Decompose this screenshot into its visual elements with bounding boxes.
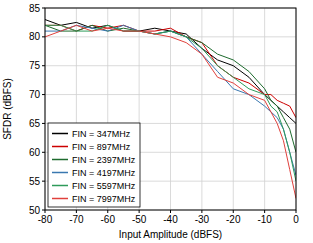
plot-frame [45,8,296,210]
tick-label: 85 [29,3,41,14]
tick-label: 80 [29,31,41,42]
grid-line [264,8,265,210]
legend-label: FIN = 347MHz [72,129,131,139]
grid-line [233,8,234,210]
grid-line [201,8,202,210]
series-line [45,25,296,198]
tick-label: -70 [69,214,84,225]
legend-swatch [52,146,68,148]
legend-label: FIN = 7997MHz [72,194,136,204]
series-line [45,25,296,181]
tick-label: -80 [38,214,53,225]
series-line [45,20,296,124]
legend-label: FIN = 5597MHz [72,181,136,191]
tick-label: -50 [132,214,147,225]
x-axis-label: Input Amplitude (dBFS) [119,229,222,240]
legend-swatch [52,172,68,174]
legend-swatch [52,133,68,135]
y-axis-label: SFDR (dBFS) [2,78,13,140]
tick-label: 75 [29,60,41,71]
legend-box [48,123,140,207]
legend-label: FIN = 897MHz [72,142,131,152]
legend-label: FIN = 2397MHz [72,155,136,165]
legend-swatch [52,185,68,187]
grid-line [170,8,171,210]
tick-label: -30 [195,214,210,225]
tick-label: -60 [101,214,116,225]
tick-label: 70 [29,89,41,100]
tick-label: 0 [293,214,299,225]
series-line [45,25,296,117]
tick-label: -10 [257,214,272,225]
tick-label: -20 [226,214,241,225]
legend-label: FIN = 4197MHz [72,168,136,178]
tick-label: 55 [29,176,41,187]
legend-swatch [52,159,68,161]
legend: FIN = 347MHz FIN = 897MHz FIN = 2397MHz FIN… [48,123,140,207]
legend-swatch [52,198,68,200]
tick-label: 65 [29,118,41,129]
series-line [45,25,296,152]
chart: 5055606570758085-80-70-60-50-40-30-20-10… [0,0,313,243]
series-group [45,20,296,199]
tick-label: 60 [29,147,41,158]
tick-label: -40 [163,214,178,225]
